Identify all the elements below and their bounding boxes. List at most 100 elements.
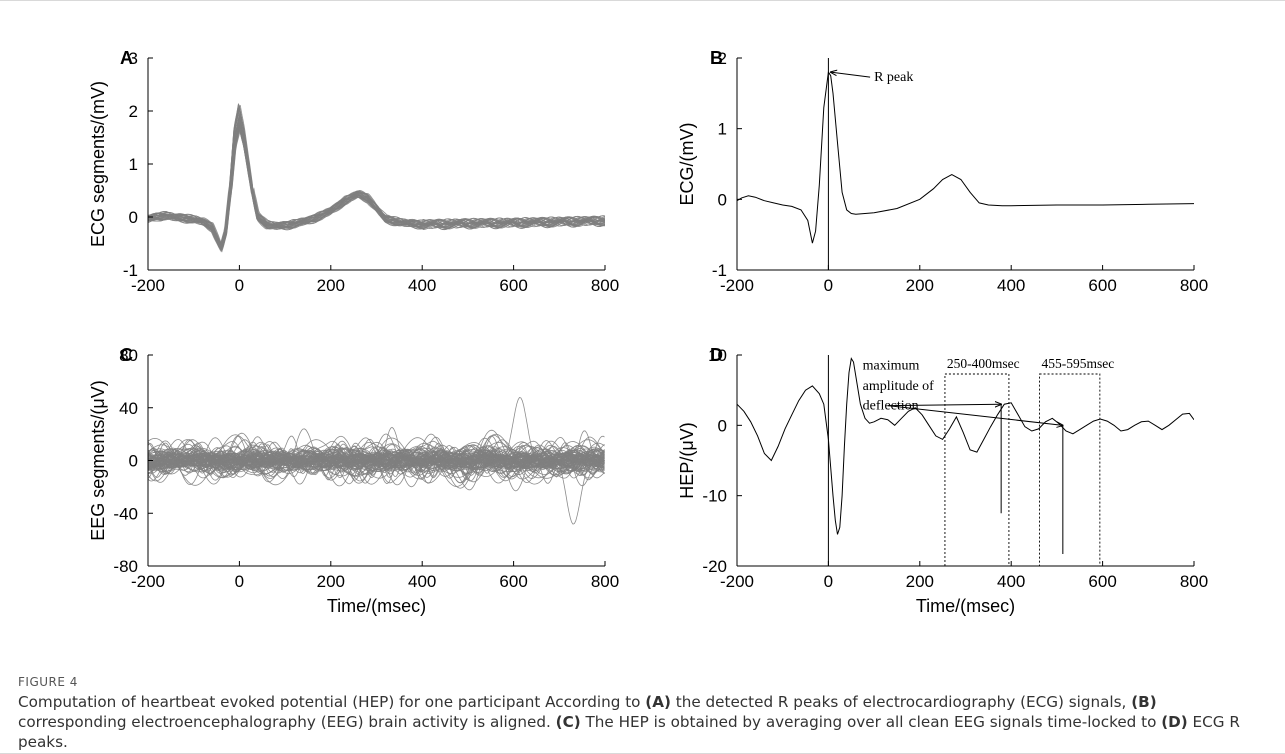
panel-letter: B — [710, 48, 723, 68]
ecg-segment-trace — [148, 113, 605, 247]
plot-area — [148, 103, 605, 253]
x-axis-label: Time/(msec) — [916, 596, 1015, 616]
x-tick-label: -200 — [131, 572, 165, 591]
x-tick-label: 200 — [317, 276, 345, 295]
panel-a: -200 0 200 400 600 800 -1 0 1 2 3 ECG segments/(mV)… — [88, 48, 619, 295]
ecg-segment-trace — [148, 111, 605, 250]
ecg-segment-trace — [148, 106, 605, 248]
x-tick-label: 600 — [1088, 572, 1116, 591]
ecg-segment-trace — [148, 119, 605, 249]
ecg-segment-trace — [148, 117, 605, 249]
x-tick-label: 400 — [997, 276, 1025, 295]
ecg-segment-trace — [148, 105, 605, 251]
caption-run: Computation of heartbeat evoked potentia… — [18, 693, 646, 711]
panel-letter: D — [710, 345, 723, 365]
eeg-segment-trace — [148, 443, 605, 477]
panel-c: -200 0 200 400 600 800 -80 -40 0 40 80 EEG segments… — [88, 345, 619, 616]
y-tick-label: 80 — [119, 346, 138, 365]
eeg-segment-trace — [148, 439, 605, 487]
y-axis-label: EEG segments/(μV) — [88, 380, 108, 540]
figure-caption: Computation of heartbeat evoked potentia… — [18, 692, 1258, 752]
eeg-segment-trace — [148, 439, 605, 486]
eeg-segment-trace — [148, 449, 605, 473]
caption-panel-ref: (A) — [645, 693, 671, 711]
y-tick-label: 2 — [718, 49, 727, 68]
y-tick-label: 1 — [129, 155, 138, 174]
time-window-box — [1039, 373, 1101, 567]
caption-panel-ref: (D) — [1161, 713, 1188, 731]
x-tick-label: 200 — [906, 276, 934, 295]
x-tick-label: 400 — [408, 572, 436, 591]
caption-run: the detected R peaks of electrocardiogra… — [670, 693, 1132, 711]
x-tick-label: 200 — [906, 572, 934, 591]
x-tick-label: 800 — [591, 276, 619, 295]
x-tick-label: 600 — [1088, 276, 1116, 295]
eeg-segment-trace — [148, 450, 605, 472]
annotation-text: R peak — [874, 70, 913, 85]
ecg-segment-trace — [148, 109, 605, 250]
y-tick-label: 3 — [129, 49, 138, 68]
y-tick-label: -40 — [113, 504, 138, 523]
y-tick-label: 1 — [718, 120, 727, 139]
y-tick-label: -10 — [702, 487, 727, 506]
average-trace — [737, 357, 1194, 535]
x-axis-label: Time/(msec) — [327, 596, 426, 616]
y-tick-label: 2 — [129, 102, 138, 121]
eeg-segment-trace — [148, 433, 605, 487]
y-tick-label: 0 — [718, 190, 727, 209]
x-tick-label: 600 — [499, 276, 527, 295]
x-tick-label: -200 — [720, 276, 754, 295]
ecg-segment-trace — [148, 107, 605, 250]
figure-label: FIGURE 4 — [18, 675, 78, 689]
y-tick-label: 0 — [129, 452, 138, 471]
y-axis-label: ECG segments/(mV) — [88, 81, 108, 247]
annotation-arrow — [831, 72, 871, 78]
panel-d: 250-400msec 455-595msec maximum amplitude o… — [677, 345, 1208, 616]
x-tick-label: 600 — [499, 572, 527, 591]
panel-letter: A — [120, 48, 133, 68]
ecg-segment-trace — [148, 129, 605, 247]
y-tick-label: 0 — [129, 208, 138, 227]
time-window-box — [944, 373, 1010, 567]
caption-panel-ref: (C) — [555, 713, 581, 731]
x-tick-label: 800 — [1180, 276, 1208, 295]
y-tick-label: -80 — [113, 557, 138, 576]
x-tick-label: 400 — [408, 276, 436, 295]
eeg-segment-trace — [148, 429, 605, 489]
panel-letter: C — [120, 345, 133, 365]
ecg-segment-trace — [148, 124, 605, 248]
eeg-segment-trace — [148, 447, 605, 475]
y-axis-label: HEP/(μV) — [677, 422, 697, 498]
time-window-label: 250-400msec — [947, 356, 1020, 371]
x-tick-label: 800 — [1180, 572, 1208, 591]
ecg-segment-trace — [148, 124, 605, 249]
ecg-segment-trace — [148, 125, 605, 249]
caption-run: The HEP is obtained by averaging over al… — [580, 713, 1162, 731]
annotation-text: maximum — [863, 359, 920, 374]
x-tick-label: 200 — [317, 572, 345, 591]
y-tick-label: 10 — [708, 346, 727, 365]
x-tick-label: 0 — [824, 572, 833, 591]
x-tick-label: 0 — [824, 276, 833, 295]
eeg-segment-trace — [148, 448, 605, 472]
plot-area — [148, 397, 605, 525]
x-tick-label: 400 — [997, 572, 1025, 591]
annotation-arrow — [887, 404, 1001, 405]
y-tick-label: -1 — [123, 261, 138, 280]
caption-run: ECG R peaks. — [18, 713, 1240, 751]
annotation-arrow — [887, 405, 1063, 426]
time-window-label: 455-595msec — [1042, 356, 1115, 371]
x-tick-label: 0 — [235, 276, 244, 295]
ecg-segment-trace — [148, 116, 605, 250]
y-tick-label: 0 — [718, 416, 727, 435]
ecg-segment-trace — [148, 113, 605, 246]
panel-b: R peak -200 0 200 400 600 800 -1 0 1 2 ECG/(mV) B — [677, 48, 1208, 295]
average-trace — [737, 70, 1194, 244]
ecg-segment-trace — [148, 106, 605, 252]
x-tick-label: 800 — [591, 572, 619, 591]
caption-panel-ref: (B) — [1131, 693, 1157, 711]
x-tick-label: -200 — [720, 572, 754, 591]
plot-area — [737, 357, 1194, 535]
y-axis-label: ECG/(mV) — [677, 123, 697, 206]
